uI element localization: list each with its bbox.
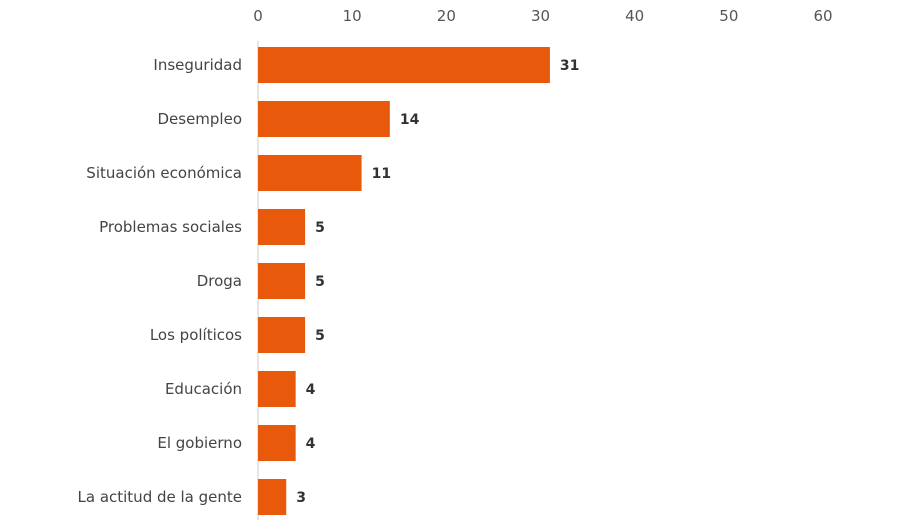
- data-label: 11: [372, 166, 391, 182]
- category-label: Educación: [165, 380, 242, 398]
- category-labels: Inseguridad Desempleo Situación económica P…: [78, 56, 243, 506]
- bar: [258, 479, 287, 515]
- data-label: 31: [560, 58, 579, 74]
- category-label: Problemas sociales: [99, 218, 242, 236]
- x-tick-label: 10: [343, 7, 362, 25]
- bar: [258, 263, 306, 299]
- data-label: 5: [315, 328, 325, 344]
- data-label: 5: [315, 220, 325, 236]
- x-tick-label: 30: [531, 7, 550, 25]
- category-label: Situación económica: [86, 164, 242, 182]
- x-tick-label: 20: [437, 7, 456, 25]
- bar: [258, 155, 362, 191]
- category-label: El gobierno: [157, 434, 242, 452]
- x-axis-ticks: 0 10 20 30 40 50 60: [253, 7, 832, 25]
- data-label: 4: [306, 436, 316, 452]
- category-label: Droga: [197, 272, 242, 290]
- data-label: 4: [306, 382, 316, 398]
- x-tick-label: 0: [253, 7, 263, 25]
- data-label: 5: [315, 274, 325, 290]
- bar: [258, 47, 550, 83]
- category-label: Inseguridad: [153, 56, 242, 74]
- bar: [258, 317, 306, 353]
- x-tick-label: 40: [625, 7, 644, 25]
- data-label: 3: [296, 490, 306, 506]
- category-label: Desempleo: [157, 110, 242, 128]
- x-tick-label: 50: [719, 7, 738, 25]
- bar: [258, 371, 296, 407]
- category-label: Los políticos: [150, 326, 242, 344]
- x-tick-label: 60: [813, 7, 832, 25]
- data-label: 14: [400, 112, 420, 128]
- bar: [258, 101, 390, 137]
- bar: [258, 425, 296, 461]
- category-label: La actitud de la gente: [78, 488, 243, 506]
- bars-group: [258, 47, 550, 515]
- bar: [258, 209, 306, 245]
- value-labels: 31 14 11 5 5 5 4 4 3: [296, 58, 579, 506]
